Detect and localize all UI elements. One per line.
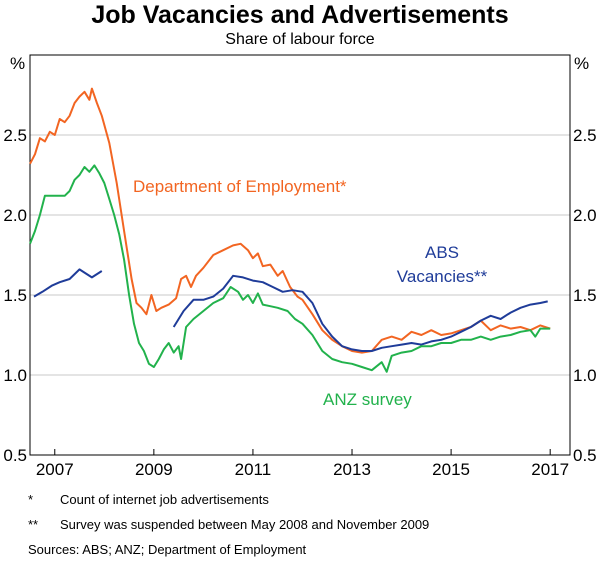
y-tick-label-left: 0.5 xyxy=(3,446,27,465)
chart-title: Job Vacancies and Advertisements xyxy=(91,1,509,29)
annotation-anz-survey: ANZ survey xyxy=(323,390,412,409)
series-line-abs-vacancies xyxy=(172,274,548,352)
x-tick-label: 2013 xyxy=(333,460,371,479)
y-tick-label-right: 0.5 xyxy=(573,446,597,465)
series-lines xyxy=(29,87,551,373)
footnote-2: ** Survey was suspended between May 2008 … xyxy=(28,517,429,533)
y-tick-label-right: 1.5 xyxy=(573,286,597,305)
footnote-1: * Count of internet job advertisements xyxy=(28,492,269,508)
annotation-vacancies: Vacancies** xyxy=(397,267,488,286)
y-unit-right: % xyxy=(574,54,589,73)
x-axis-ticks: 2007 2009 2011 2013 2015 2017 xyxy=(36,449,569,479)
y-tick-label-left: 2.5 xyxy=(3,126,27,145)
y-tick-label-left: 1.5 xyxy=(3,286,27,305)
y-unit-left: % xyxy=(10,54,25,73)
y-tick-label-right: 2.0 xyxy=(573,206,597,225)
footnote-mark: ** xyxy=(28,517,39,532)
annotation-abs: ABS xyxy=(425,243,459,262)
series-line-department-of-employment xyxy=(29,87,551,354)
x-tick-label: 2015 xyxy=(432,460,470,479)
series-line-abs-vacancies xyxy=(33,268,103,298)
x-tick-label: 2009 xyxy=(135,460,173,479)
series-line-anz-survey xyxy=(29,164,551,373)
chart-subtitle: Share of labour force xyxy=(225,31,375,48)
footnote-text: Count of internet job advertisements xyxy=(60,492,269,507)
x-tick-label: 2011 xyxy=(235,460,272,479)
gridlines xyxy=(30,134,570,376)
y-tick-label-left: 1.0 xyxy=(3,366,27,385)
line-chart: 2007 2009 2011 2013 2015 2017 0.5 0.5 1.0 1.0 1.5… xyxy=(3,54,596,479)
plot-frame xyxy=(29,54,571,456)
x-tick-label: 2017 xyxy=(531,460,569,479)
y-axis-labels: 0.5 0.5 1.0 1.0 1.5 1.5 2.0 2.0 2.5 2.5 xyxy=(3,126,596,465)
sources: Sources: ABS; ANZ; Department of Employm… xyxy=(28,542,307,557)
x-tick-label: 2007 xyxy=(36,460,74,479)
footnote-text: Survey was suspended between May 2008 an… xyxy=(60,517,430,532)
y-tick-label-right: 2.5 xyxy=(573,126,597,145)
y-tick-label-left: 2.0 xyxy=(3,206,27,225)
footnote-mark: * xyxy=(28,492,34,507)
annotation-department-of-employment: Department of Employment* xyxy=(133,177,347,196)
y-tick-label-right: 1.0 xyxy=(573,366,597,385)
